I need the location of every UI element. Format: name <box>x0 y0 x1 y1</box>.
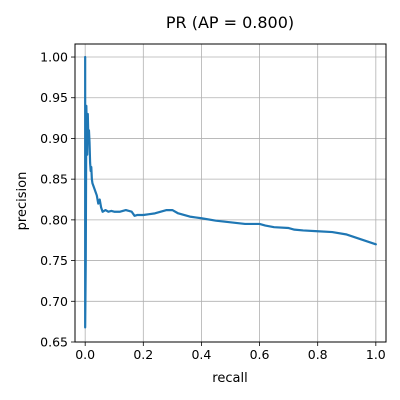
y-tick-label: 0.95 <box>40 90 68 105</box>
plot-frame <box>74 43 387 343</box>
pr-curve-line <box>84 55 377 329</box>
y-tick-label: 0.80 <box>40 212 68 227</box>
y-axis-label: precision <box>15 172 30 231</box>
x-tick-label: 0.2 <box>133 347 153 362</box>
y-tick-label: 0.75 <box>40 253 68 268</box>
x-axis-label: recall <box>212 371 247 386</box>
y-tick-label: 0.85 <box>40 172 68 187</box>
grid <box>75 44 386 343</box>
x-tick-label: 0.8 <box>308 347 328 362</box>
y-tick-label: 0.65 <box>40 335 68 350</box>
y-tick-label: 0.90 <box>40 131 68 146</box>
x-tick-label: 1.0 <box>366 347 386 362</box>
series-layer <box>84 55 377 329</box>
y-tick-label: 0.70 <box>40 294 68 309</box>
chart-title: PR (AP = 0.800) <box>166 13 294 32</box>
x-axis-ticks: 0.0 0.2 0.4 0.6 0.8 1.0 <box>75 342 386 362</box>
y-tick-label: 1.00 <box>40 50 68 65</box>
y-axis-ticks: 0.65 0.70 0.75 0.80 0.85 0.90 0.95 1.00 <box>40 50 75 350</box>
x-tick-label: 0.0 <box>75 347 95 362</box>
x-tick-label: 0.4 <box>191 347 211 362</box>
x-tick-label: 0.6 <box>250 347 270 362</box>
